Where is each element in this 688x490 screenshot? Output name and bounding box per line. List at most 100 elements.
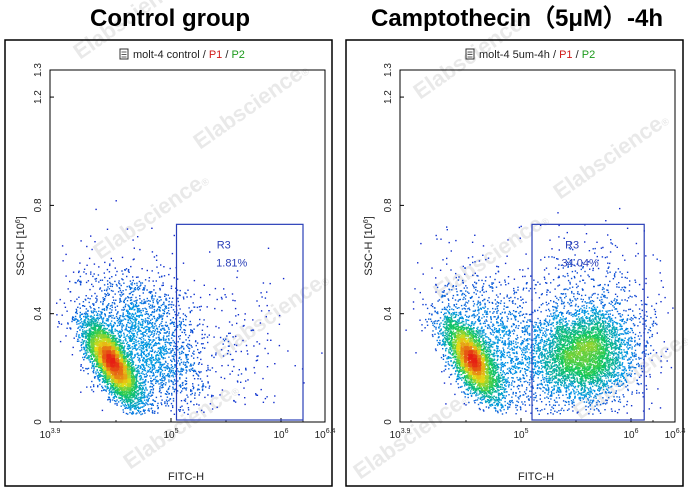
scatter-point: [127, 363, 130, 366]
scatter-point: [106, 324, 108, 326]
scatter-point: [83, 370, 85, 372]
scatter-point: [144, 360, 146, 363]
scatter-point: [138, 370, 140, 372]
scatter-point: [172, 376, 175, 378]
scatter-point: [95, 331, 97, 333]
scatter-point: [193, 378, 196, 380]
scatter-point: [85, 354, 87, 357]
scatter-point: [173, 358, 175, 361]
scatter-point: [111, 389, 114, 391]
scatter-point: [166, 365, 168, 367]
scatter-point: [178, 351, 181, 354]
scatter-point: [107, 341, 109, 343]
scatter-point: [232, 299, 234, 302]
scatter-point: [120, 405, 122, 407]
scatter-point: [116, 317, 119, 319]
scatter-point: [163, 332, 166, 334]
scatter-point: [137, 359, 140, 361]
scatter-point: [129, 411, 131, 414]
scatter-point: [75, 282, 77, 284]
scatter-point: [106, 309, 108, 311]
scatter-point: [209, 369, 211, 371]
scatter-point: [128, 332, 131, 334]
scatter-point: [135, 370, 138, 373]
scatter-point: [193, 350, 195, 352]
scatter-point: [126, 325, 128, 327]
scatter-point: [124, 298, 126, 300]
scatter-point: [126, 323, 128, 326]
scatter-point: [171, 350, 173, 352]
scatter-point: [106, 268, 109, 271]
scatter-point: [137, 308, 140, 310]
scatter-point: [156, 354, 158, 356]
scatter-point: [169, 348, 171, 350]
scatter-point: [107, 387, 110, 389]
scatter-point: [95, 371, 97, 373]
scatter-point: [127, 310, 129, 312]
scatter-point: [87, 319, 89, 321]
scatter-point: [172, 386, 174, 388]
scatter-point: [92, 353, 95, 355]
scatter-point: [119, 297, 121, 300]
scatter-point: [130, 390, 132, 392]
scatter-point: [102, 321, 104, 324]
scatter-point: [159, 296, 162, 298]
scatter-point: [163, 301, 165, 304]
scatter-point: [165, 366, 167, 368]
scatter-point: [112, 296, 114, 298]
scatter-point: [132, 330, 134, 332]
scatter-point: [156, 302, 159, 304]
scatter-point: [101, 344, 103, 346]
scatter-point: [215, 371, 217, 373]
scatter-point: [120, 397, 122, 399]
scatter-point: [94, 325, 96, 327]
scatter-point: [136, 404, 138, 406]
scatter-point: [93, 318, 95, 320]
scatter-point: [136, 401, 138, 403]
scatter-point: [158, 276, 161, 278]
scatter-point: [92, 327, 94, 329]
scatter-point: [206, 375, 209, 377]
scatter-point: [105, 386, 107, 388]
scatter-point: [131, 393, 133, 395]
scatter-point: [98, 374, 100, 376]
scatter-point: [137, 289, 140, 291]
scatter-point: [155, 333, 158, 335]
scatter-point: [101, 337, 103, 339]
scatter-point: [126, 341, 129, 343]
scatter-point: [108, 344, 111, 346]
scatter-point: [161, 387, 163, 389]
scatter-point: [104, 372, 107, 374]
scatter-point: [109, 308, 111, 310]
scatter-point: [99, 327, 102, 330]
scatter-point: [138, 320, 140, 323]
scatter-point: [104, 331, 106, 334]
scatter-point: [59, 298, 61, 301]
scatter-point: [102, 344, 105, 346]
scatter-point: [126, 390, 128, 392]
scatter-point: [143, 399, 146, 401]
scatter-point: [93, 344, 95, 346]
scatter-point: [157, 359, 159, 361]
scatter-point: [164, 378, 166, 381]
scatter-point: [163, 363, 166, 365]
scatter-point: [94, 360, 96, 362]
scatter-point: [221, 309, 223, 312]
scatter-point: [147, 400, 149, 403]
scatter-point: [148, 354, 150, 356]
scatter-point: [270, 339, 272, 341]
scatter-point: [122, 351, 124, 354]
scatter-point: [107, 380, 109, 383]
scatter-point: [97, 353, 99, 355]
scatter-point: [91, 283, 93, 286]
scatter-point: [179, 410, 181, 412]
scatter-point: [146, 341, 148, 343]
scatter-point: [157, 303, 159, 305]
scatter-point: [89, 345, 91, 347]
scatter-point: [111, 306, 113, 308]
scatter-point: [109, 322, 112, 325]
scatter-point: [152, 336, 154, 338]
scatter-point: [158, 300, 161, 302]
scatter-point: [163, 329, 165, 331]
scatter-point: [85, 346, 87, 349]
